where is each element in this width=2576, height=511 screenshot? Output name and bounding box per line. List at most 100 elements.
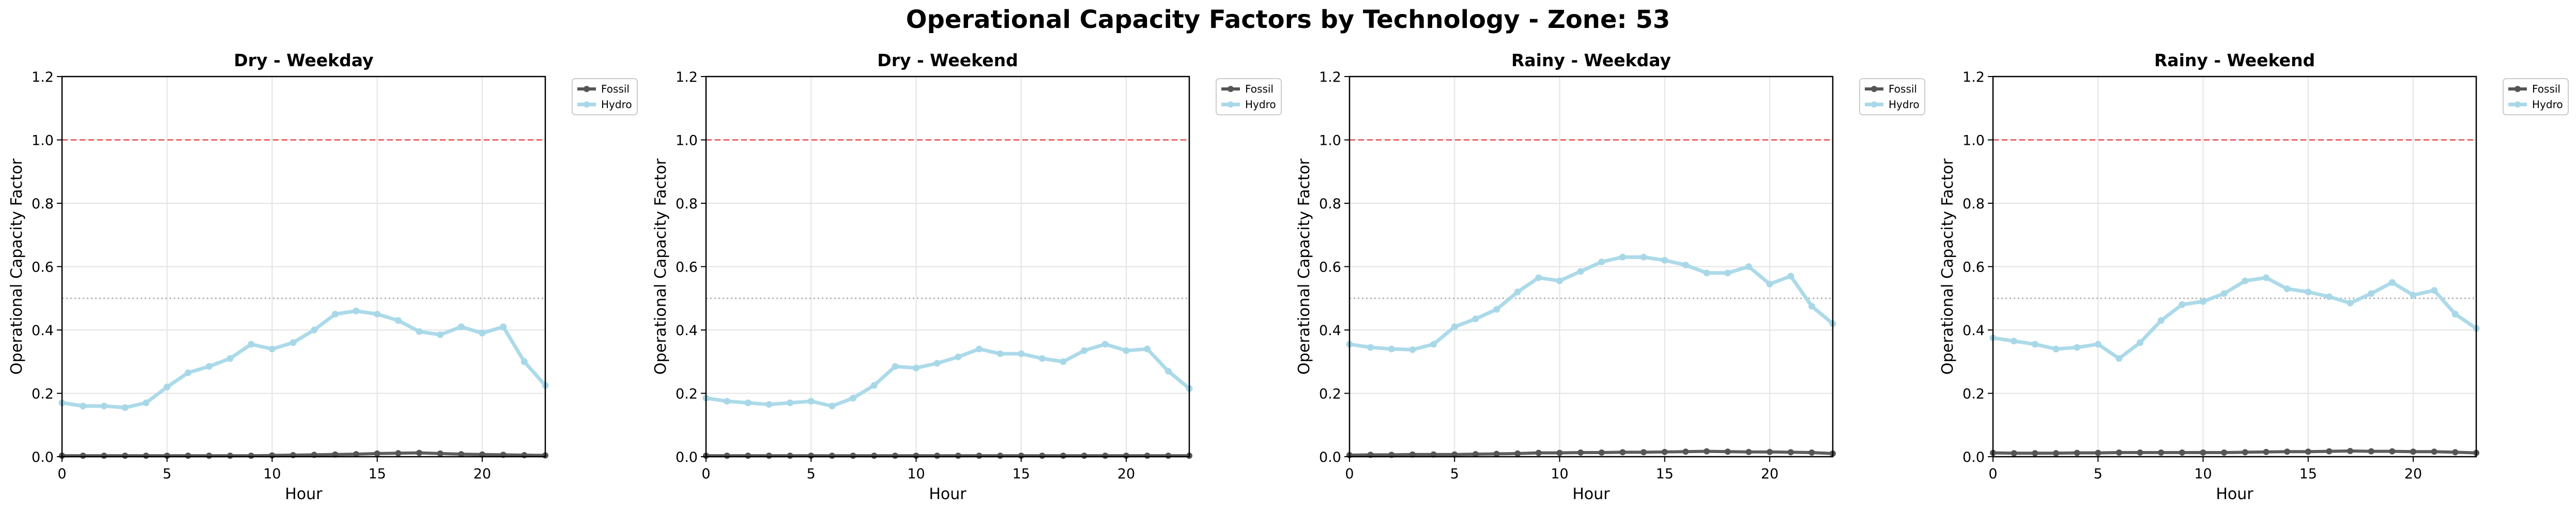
chart-panel-2: 0 5 10 15 20 0.0 0.2 0.4 0.6 0.8 1.0 1.2 Dry - Weeke… [652, 50, 1282, 503]
series-line-fossil [1992, 449, 2477, 455]
x-tick-label: 15 [2299, 466, 2317, 482]
data-point-fossil [1039, 453, 1046, 459]
data-point-fossil [353, 451, 360, 458]
data-point-hydro [2074, 344, 2081, 351]
y-tick-label: 1.0 [676, 133, 698, 149]
data-point-hydro [1745, 263, 1752, 270]
legend-marker-hydro [584, 101, 590, 108]
y-tick-label: 0.4 [1962, 323, 1985, 339]
data-point-hydro [331, 310, 339, 318]
data-point-fossil [416, 449, 423, 456]
y-tick-label: 1.2 [32, 69, 54, 85]
y-tick-label: 0.6 [32, 260, 54, 276]
x-tick-label: 15 [1656, 466, 1674, 482]
y-tick-label: 0.6 [1962, 260, 1985, 276]
data-point-fossil [2368, 448, 2374, 455]
legend: Fossil Hydro [572, 78, 638, 115]
data-point-fossil [2263, 448, 2270, 455]
data-point-hydro [1640, 253, 1647, 261]
data-point-fossil [101, 453, 108, 459]
data-point-hydro [289, 339, 297, 346]
data-point-hydro [913, 365, 920, 371]
data-point-hydro [1018, 350, 1025, 357]
data-point-fossil [724, 453, 730, 459]
series-line-fossil [62, 451, 546, 458]
x-tick-label: 5 [2094, 466, 2103, 482]
data-point-fossil [121, 453, 128, 459]
data-point-fossil [2284, 448, 2291, 455]
data-point-hydro [1081, 347, 1088, 354]
legend-marker-fossil [1228, 86, 1234, 92]
data-point-fossil [1451, 451, 1458, 458]
data-point-fossil [437, 450, 443, 457]
data-point-fossil [1060, 453, 1067, 459]
data-point-fossil [1704, 448, 1710, 455]
data-point-fossil [2074, 449, 2080, 456]
data-point-fossil [1661, 448, 1668, 455]
data-point-hydro [143, 399, 150, 407]
chart-title: Rainy - Weekend [2154, 50, 2315, 70]
data-point-hydro [2451, 310, 2459, 318]
data-point-fossil [2242, 449, 2248, 456]
data-point-hydro [457, 323, 465, 330]
data-point-hydro [1535, 274, 1542, 281]
data-point-fossil [2305, 448, 2311, 455]
data-point-fossil [206, 453, 212, 459]
data-point-hydro [1787, 273, 1795, 280]
y-tick-label: 0.0 [676, 449, 698, 465]
data-point-hydro [1493, 306, 1500, 313]
data-point-fossil [1514, 450, 1521, 457]
x-tick-label: 0 [1345, 466, 1354, 482]
y-tick-label: 0.0 [1962, 449, 1985, 465]
data-point-hydro [1577, 268, 1584, 275]
data-point-hydro [1661, 257, 1668, 264]
y-tick-label: 1.2 [1319, 69, 1341, 85]
data-point-hydro [2094, 341, 2102, 348]
data-point-fossil [1493, 450, 1500, 457]
data-point-hydro [206, 363, 213, 370]
data-point-fossil [248, 453, 254, 459]
data-point-fossil [1808, 449, 1815, 456]
data-point-hydro [2347, 299, 2354, 307]
data-point-hydro [185, 369, 192, 377]
data-point-hydro [2031, 341, 2038, 348]
data-point-fossil [2221, 449, 2228, 456]
data-point-fossil [458, 451, 465, 458]
data-point-hydro [416, 328, 423, 335]
data-point-hydro [2410, 292, 2417, 299]
legend-label-fossil: Fossil [1889, 83, 1917, 95]
data-point-fossil [765, 453, 772, 459]
legend-marker-fossil [2514, 86, 2521, 92]
data-point-hydro [1430, 341, 1437, 348]
data-point-hydro [163, 383, 171, 390]
y-tick-label: 0.2 [1319, 386, 1341, 402]
data-point-fossil [374, 450, 380, 457]
data-point-hydro [2325, 293, 2333, 300]
legend-marker-hydro [2514, 101, 2521, 108]
data-point-fossil [395, 450, 402, 457]
data-point-hydro [352, 307, 360, 314]
data-point-hydro [1766, 280, 1773, 288]
y-tick-label: 0.4 [676, 323, 698, 339]
y-tick-label: 0.8 [32, 196, 54, 212]
data-point-fossil [2052, 450, 2059, 457]
data-point-hydro [226, 355, 234, 362]
legend-label-hydro: Hydro [1245, 98, 1276, 111]
legend: Fossil Hydro [1216, 78, 1282, 115]
data-point-hydro [2388, 279, 2396, 286]
data-point-fossil [2137, 449, 2143, 456]
legend: Fossil Hydro [2503, 78, 2569, 115]
data-point-hydro [744, 399, 752, 407]
data-point-hydro [1556, 277, 1563, 284]
y-tick-label: 0.2 [676, 386, 698, 402]
legend-label-fossil: Fossil [601, 83, 630, 95]
data-point-hydro [850, 395, 857, 402]
y-tick-label: 0.2 [32, 386, 54, 402]
data-point-fossil [934, 453, 941, 459]
x-tick-label: 0 [57, 466, 66, 482]
data-point-hydro [1123, 347, 1130, 354]
x-axis-label: Hour [929, 485, 967, 503]
data-point-hydro [1472, 315, 1479, 323]
data-point-hydro [479, 329, 486, 337]
x-tick-label: 0 [701, 466, 710, 482]
